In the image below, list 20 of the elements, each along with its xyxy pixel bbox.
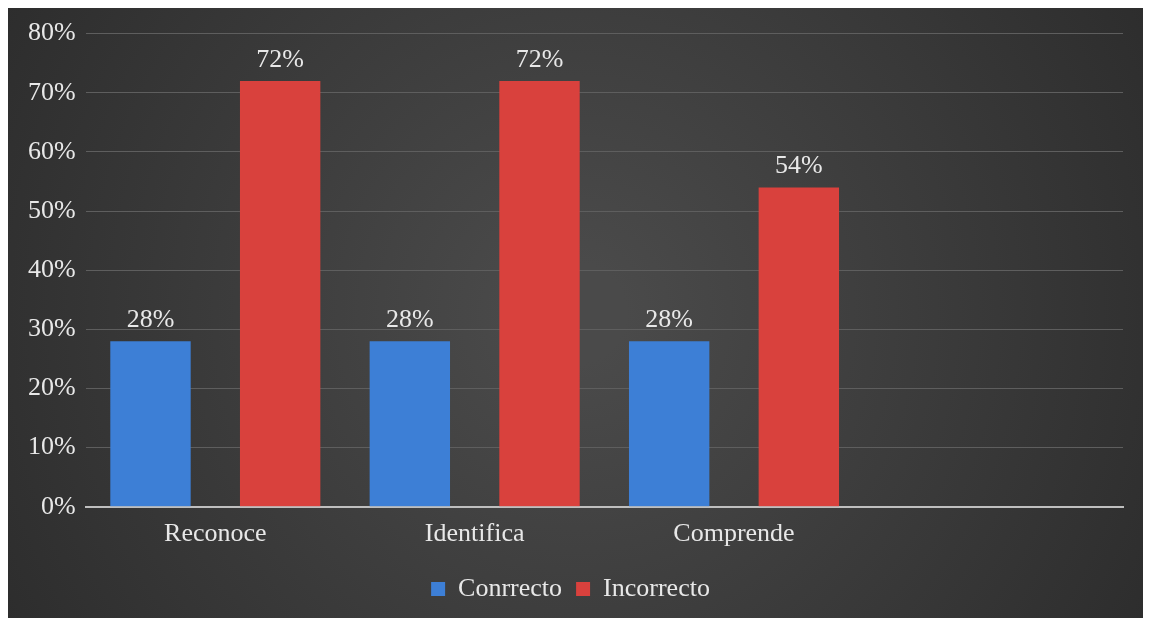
- x-tick-label: Identifica: [424, 518, 525, 548]
- y-tick-label: 10%: [27, 431, 76, 461]
- legend-label: Conrrecto: [458, 572, 563, 602]
- y-tick-label: 0%: [40, 490, 76, 520]
- data-label: 28%: [385, 304, 434, 334]
- data-label: 28%: [645, 304, 693, 334]
- data-label: 72%: [515, 43, 564, 73]
- y-tick-label: 20%: [27, 372, 76, 402]
- y-tick-label: 30%: [27, 313, 76, 343]
- data-label: 28%: [126, 304, 175, 334]
- y-tick-label: 80%: [27, 17, 76, 47]
- x-tick-label: Reconoce: [164, 518, 267, 548]
- data-label: 72%: [256, 43, 304, 73]
- x-tick-label: Comprende: [673, 518, 795, 548]
- y-tick-label: 60%: [27, 135, 76, 165]
- y-tick-label: 50%: [27, 194, 76, 224]
- y-tick-label: 40%: [27, 254, 76, 284]
- y-tick-label: 70%: [27, 76, 76, 106]
- legend-label: Incorrecto: [603, 572, 710, 602]
- data-label: 54%: [774, 150, 823, 180]
